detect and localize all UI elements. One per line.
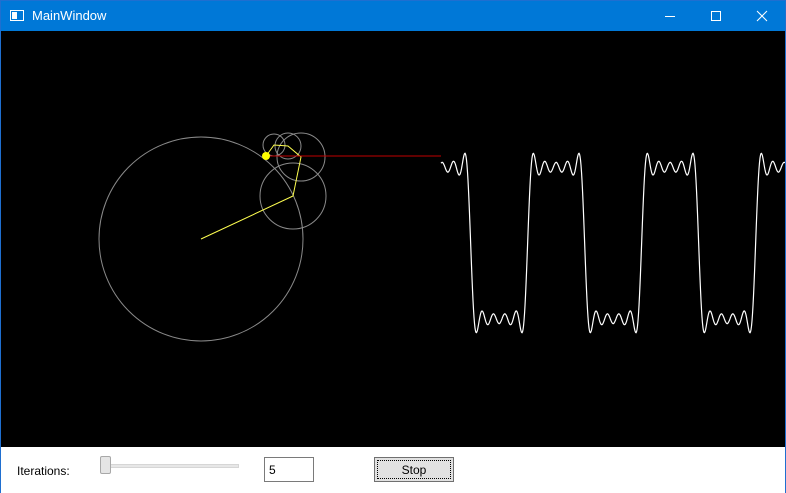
drawing-canvas [1,31,785,447]
minimize-icon [665,16,675,17]
epicycle-circle-2 [259,162,327,230]
maximize-button[interactable] [693,1,739,31]
iterations-input[interactable] [264,457,314,482]
stop-button-label: Stop [401,462,427,477]
maximize-icon [711,11,721,21]
focus-rectangle [377,460,451,479]
epicycle-circles [98,132,327,342]
square-wave-trace [440,152,785,334]
iterations-slider[interactable] [99,455,241,475]
close-icon [756,10,768,22]
stop-button[interactable]: Stop [374,457,454,482]
close-button[interactable] [739,1,785,31]
epicycle-circle-3 [276,132,326,182]
title-bar[interactable]: MainWindow [1,1,785,31]
iterations-label: Iterations: [17,464,70,478]
window-title: MainWindow [32,8,107,23]
minimize-button[interactable] [647,1,693,31]
epicycle-circle-4 [274,132,302,160]
fourier-visualization [98,132,785,342]
epicycle-circle-1 [98,136,304,342]
tracing-point [262,152,270,160]
app-window-icon [10,10,24,21]
slider-thumb[interactable] [100,456,111,474]
radius-lines [200,144,302,240]
slider-track[interactable] [101,464,239,468]
